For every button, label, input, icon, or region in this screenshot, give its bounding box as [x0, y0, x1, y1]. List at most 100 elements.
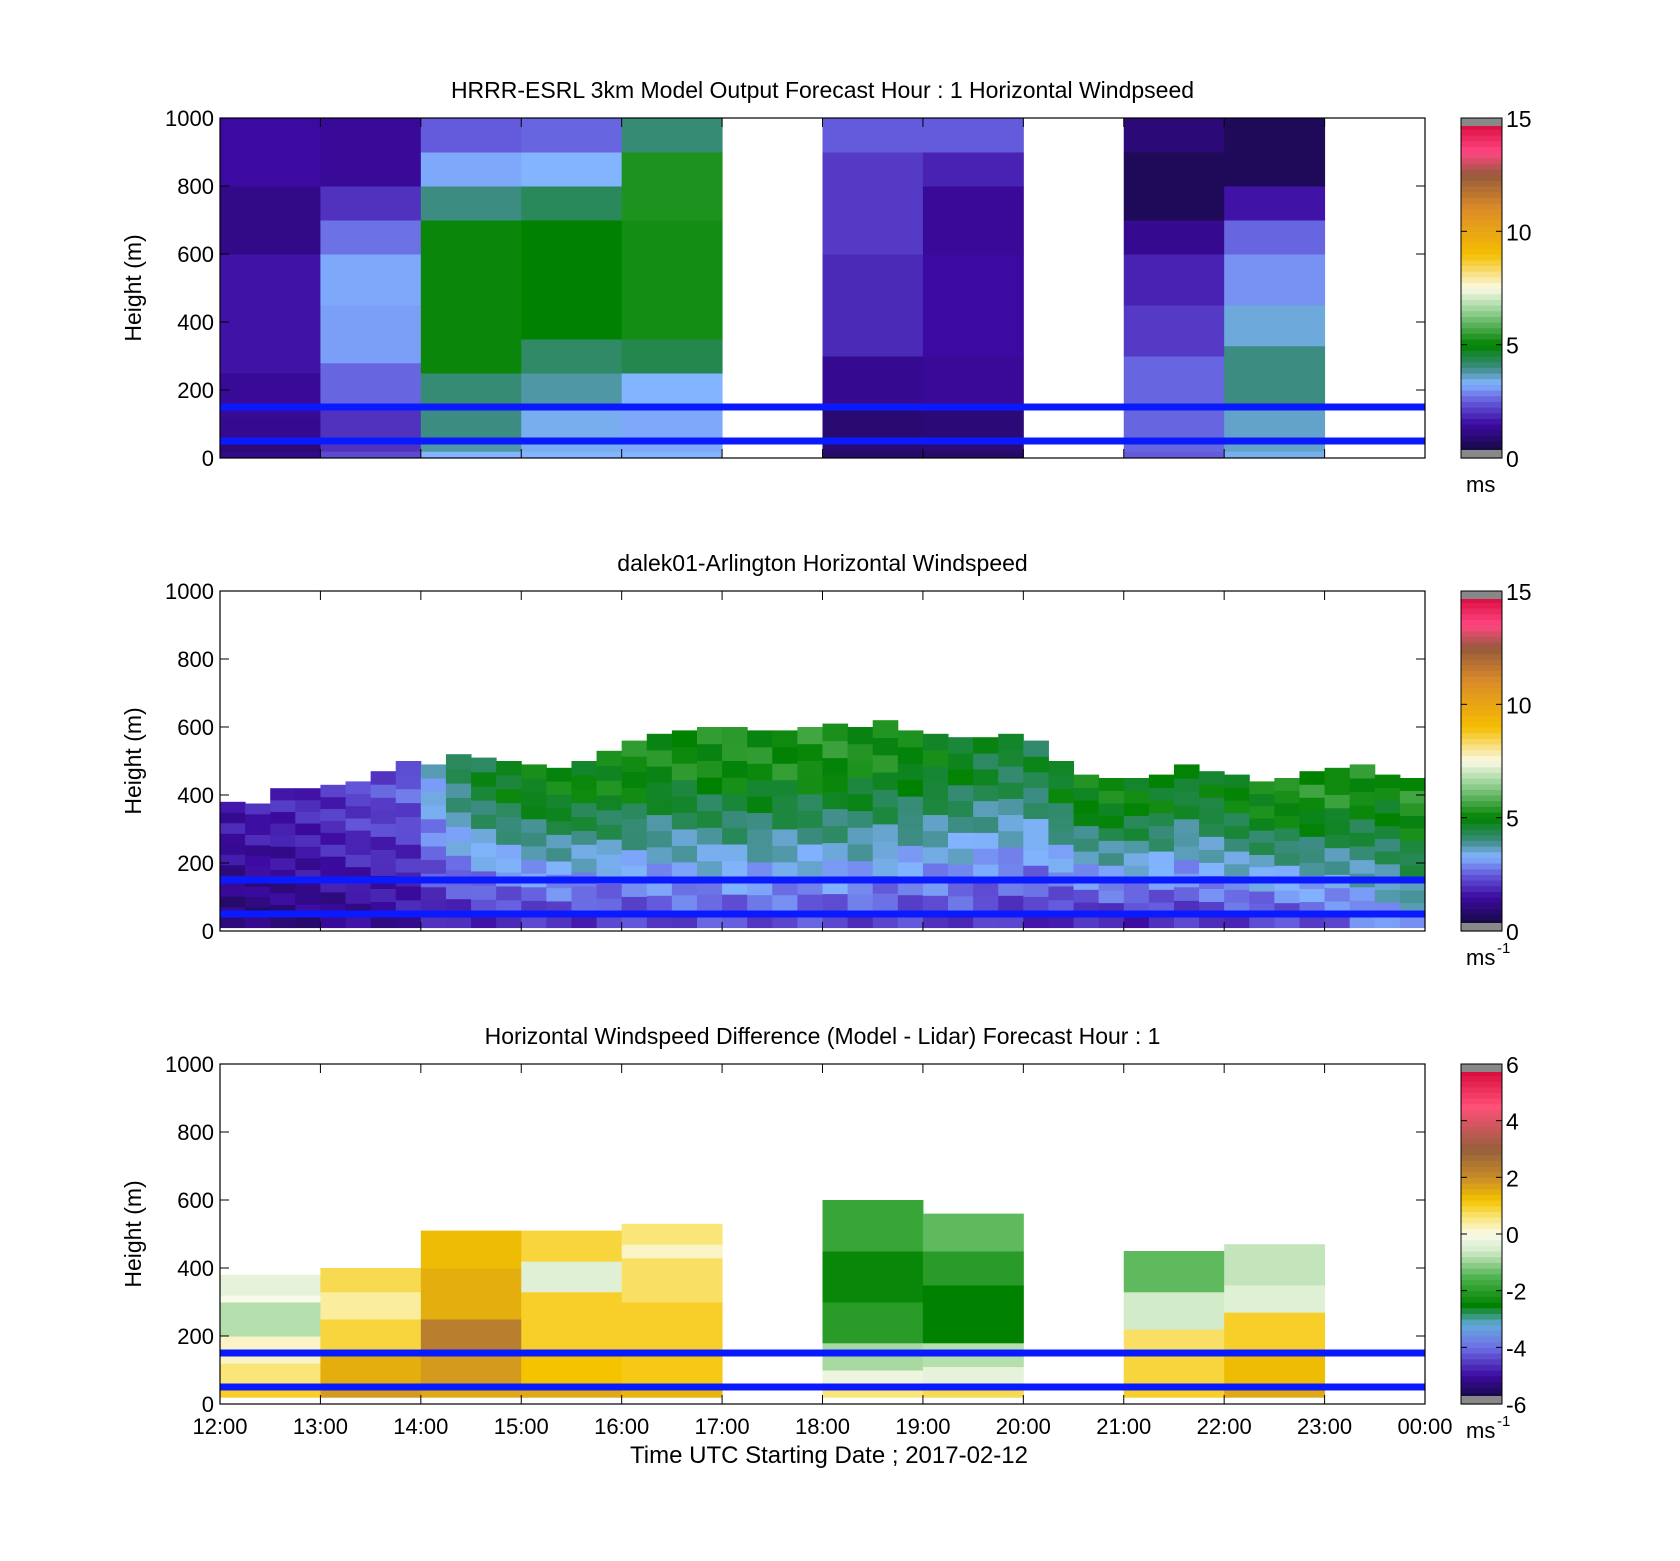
heatmap-cell — [1023, 802, 1049, 820]
heatmap-cell — [772, 812, 798, 830]
heatmap-cell — [1073, 800, 1100, 814]
heatmap-cell — [621, 818, 648, 835]
colorbar-segment — [1461, 613, 1502, 620]
x-tick-label: 23:00 — [1297, 1414, 1352, 1439]
heatmap-cell — [998, 733, 1024, 751]
heatmap-cell — [1224, 838, 1250, 852]
heatmap-cell — [420, 451, 522, 459]
heatmap-cell — [1299, 771, 1326, 785]
colorbar-tick-label: 5 — [1506, 333, 1519, 359]
heatmap-cell — [998, 782, 1024, 799]
heatmap-cell — [1123, 451, 1225, 459]
heatmap-cell — [1374, 914, 1401, 929]
heatmap-cell — [220, 186, 321, 255]
colorbar-segment — [1461, 191, 1502, 198]
colorbar-segment — [1461, 795, 1502, 802]
heatmap-cell — [1324, 767, 1351, 782]
heatmap-cell — [797, 743, 823, 761]
colorbar-segment — [1461, 322, 1502, 329]
heatmap-cell — [1399, 802, 1426, 816]
heatmap-cell — [295, 811, 321, 824]
colorbar-segment — [1461, 642, 1502, 649]
colorbar-segment — [1461, 1075, 1502, 1082]
colorbar-segment — [1461, 914, 1502, 921]
heatmap-cell — [295, 788, 321, 801]
colorbar-segment — [1461, 783, 1502, 790]
heatmap-cell — [546, 847, 572, 862]
heatmap-cell — [1324, 887, 1351, 902]
colorbar-tick-label: 15 — [1506, 579, 1532, 605]
heatmap-cell — [797, 777, 823, 795]
colorbar-segment — [1461, 390, 1502, 397]
heatmap-cell — [596, 898, 623, 914]
heatmap-cell — [646, 830, 673, 848]
heatmap-cell — [1123, 220, 1225, 255]
heatmap-cell — [521, 914, 547, 929]
colorbar-tick-label: 15 — [1506, 106, 1532, 132]
y-tick-label: 1000 — [165, 106, 214, 131]
colorbar-segment — [1461, 265, 1502, 272]
heatmap-cell — [973, 832, 999, 849]
heatmap-cell — [696, 793, 723, 812]
colorbar-segment — [1461, 1120, 1502, 1127]
heatmap-cell — [1123, 840, 1150, 854]
heatmap-cell — [1123, 890, 1150, 904]
y-tick-label: 400 — [177, 1256, 214, 1281]
heatmap-cell — [521, 451, 623, 459]
heatmap-cell — [747, 730, 773, 748]
heatmap-cell — [420, 152, 522, 187]
heatmap-cell — [872, 720, 899, 738]
colorbar-segment — [1461, 123, 1502, 130]
colorbar-segment — [1461, 1239, 1502, 1246]
heatmap-cell — [370, 823, 397, 837]
heatmap-cell — [747, 763, 773, 781]
colorbar-segment — [1461, 868, 1502, 875]
heatmap-cell — [471, 856, 497, 872]
x-tick-label: 14:00 — [393, 1414, 448, 1439]
heatmap-cell — [420, 778, 447, 793]
colorbar-segment — [1461, 1307, 1502, 1314]
colorbar-tick-label: -2 — [1506, 1279, 1526, 1305]
colorbar-under-cap — [1461, 923, 1502, 931]
heatmap-cell — [471, 785, 497, 801]
heatmap-cell — [922, 1251, 1024, 1286]
heatmap-cell — [1173, 846, 1200, 861]
colorbar-over-cap — [1461, 118, 1502, 126]
heatmap-cell — [621, 1244, 723, 1259]
colorbar-under-cap — [1461, 1396, 1502, 1404]
colorbar-segment — [1461, 727, 1502, 734]
heatmap-cell — [370, 888, 397, 903]
colorbar-tick-label: 10 — [1506, 219, 1532, 245]
heatmap-cell — [922, 254, 1024, 357]
heatmap-cell — [1123, 305, 1225, 357]
heatmap-cell — [696, 810, 723, 828]
colorbar-over-cap — [1461, 591, 1502, 599]
heatmap-cell — [1224, 186, 1326, 221]
heatmap-cell — [897, 796, 924, 814]
heatmap-cell — [1048, 830, 1075, 845]
colorbar-segment — [1461, 710, 1502, 717]
heatmap-cell — [646, 846, 673, 864]
heatmap-cell — [922, 451, 1024, 459]
heatmap-cell — [1274, 915, 1300, 929]
heatmap-cell — [445, 898, 472, 914]
heatmap-cell — [1098, 890, 1125, 904]
heatmap-cell — [822, 825, 849, 844]
colorbar-segment — [1461, 237, 1502, 244]
heatmap-cell — [270, 823, 296, 836]
heatmap-cell — [420, 220, 522, 374]
heatmap-cell — [1123, 827, 1150, 841]
heatmap-cell — [546, 834, 572, 849]
heatmap-cell — [621, 756, 648, 773]
colorbar-segment — [1461, 1115, 1502, 1122]
heatmap-cell — [797, 727, 823, 745]
heatmap-cell — [747, 796, 773, 814]
heatmap-cell — [1148, 914, 1175, 929]
colorbar-segment — [1461, 378, 1502, 385]
colorbar-segment — [1461, 180, 1502, 187]
heatmap-cell — [571, 788, 598, 804]
colorbar-unit: ms — [1466, 945, 1495, 970]
heatmap-cell — [772, 730, 798, 748]
heatmap-cell — [948, 753, 974, 770]
heatmap-cell — [646, 798, 673, 816]
